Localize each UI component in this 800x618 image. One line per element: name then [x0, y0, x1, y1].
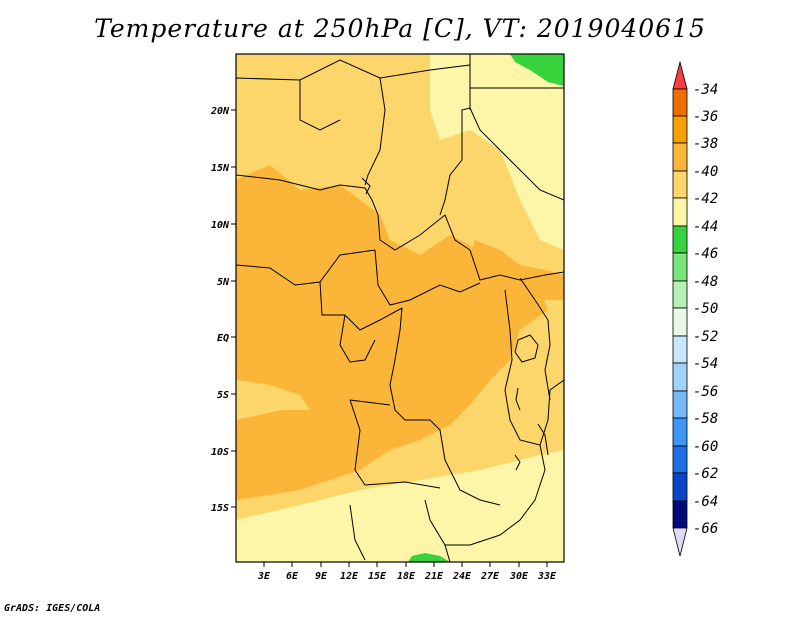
lon-label: 30E — [509, 571, 529, 582]
colorbar-label: -62 — [693, 466, 718, 482]
colorbar-label: -64 — [693, 494, 718, 510]
colorbar-label: -38 — [693, 136, 718, 152]
temperature-field — [236, 54, 564, 562]
colorbar-label: -36 — [693, 109, 718, 125]
colorbar-label: -42 — [693, 191, 718, 207]
colorbar-swatch — [672, 445, 688, 474]
colorbar-label: -52 — [693, 329, 718, 345]
colorbar-swatch — [672, 390, 688, 419]
lat-label: 15S — [211, 503, 229, 514]
grads-credit: GrADS: IGES/COLA — [4, 603, 101, 614]
colorbar-top-arrow — [672, 60, 688, 90]
colorbar-swatch — [672, 88, 688, 117]
colorbar-label: -50 — [693, 301, 718, 317]
lon-label: 15E — [368, 571, 387, 582]
map-frame — [235, 53, 565, 563]
longitude-axis: 3E 6E 9E 12E 15E 18E 21E 24E 27E 30E 33E — [257, 562, 557, 582]
colorbar-swatch — [672, 197, 688, 227]
lakes — [361, 177, 549, 471]
colorbar-label: -34 — [693, 82, 718, 98]
lon-label: 33E — [537, 571, 557, 582]
colorbar-swatch — [672, 280, 688, 309]
map-title: Temperature at 250hPa [C], VT: 201904061… — [94, 14, 706, 43]
colorbar-swatch — [672, 472, 688, 502]
colorbar-swatch — [672, 500, 688, 529]
lon-label: 24E — [452, 571, 472, 582]
colorbar-swatch — [672, 115, 688, 144]
lat-label: EQ — [217, 333, 229, 344]
colorbar-label: -66 — [693, 521, 718, 537]
colorbar-swatch — [672, 170, 688, 199]
lat-label: 5S — [217, 390, 229, 401]
colorbar-swatch — [672, 225, 688, 254]
lon-label: 21E — [424, 571, 444, 582]
lon-label: 27E — [480, 571, 500, 582]
colorbar-swatch — [672, 142, 688, 172]
colorbar-swatch — [672, 252, 688, 282]
colorbar-label: -44 — [693, 219, 718, 235]
lat-label: 15N — [211, 163, 230, 174]
lon-label: 3E — [257, 571, 271, 582]
lon-label: 18E — [397, 571, 416, 582]
colorbar-bottom-arrow — [672, 527, 688, 557]
colorbar-swatch — [672, 307, 688, 337]
latitude-axis: 20N 15N 10N 5N EQ 5S 10S 15S — [210, 106, 236, 514]
country-borders — [236, 54, 564, 562]
colorbar-label: -60 — [693, 439, 718, 455]
colorbar-label: -56 — [693, 384, 718, 400]
colorbar-label: -48 — [693, 274, 718, 290]
colorbar-swatch — [672, 362, 688, 392]
lat-label: 10N — [211, 220, 230, 231]
lat-label: 20N — [210, 106, 230, 117]
lat-label: 10S — [211, 447, 229, 458]
colorbar-label: -58 — [693, 411, 718, 427]
colorbar: -34 -36 -38 -40 -42 -44 -46 -48 -50 -52 … — [672, 60, 718, 557]
colorbar-label: -46 — [693, 246, 718, 262]
colorbar-label: -54 — [693, 356, 718, 372]
colorbar-label: -40 — [693, 164, 718, 180]
lon-label: 6E — [286, 571, 299, 582]
lat-label: 5N — [217, 277, 230, 288]
lon-label: 9E — [315, 571, 328, 582]
lon-label: 12E — [340, 571, 359, 582]
colorbar-swatch — [672, 417, 688, 447]
colorbar-swatch — [672, 335, 688, 364]
